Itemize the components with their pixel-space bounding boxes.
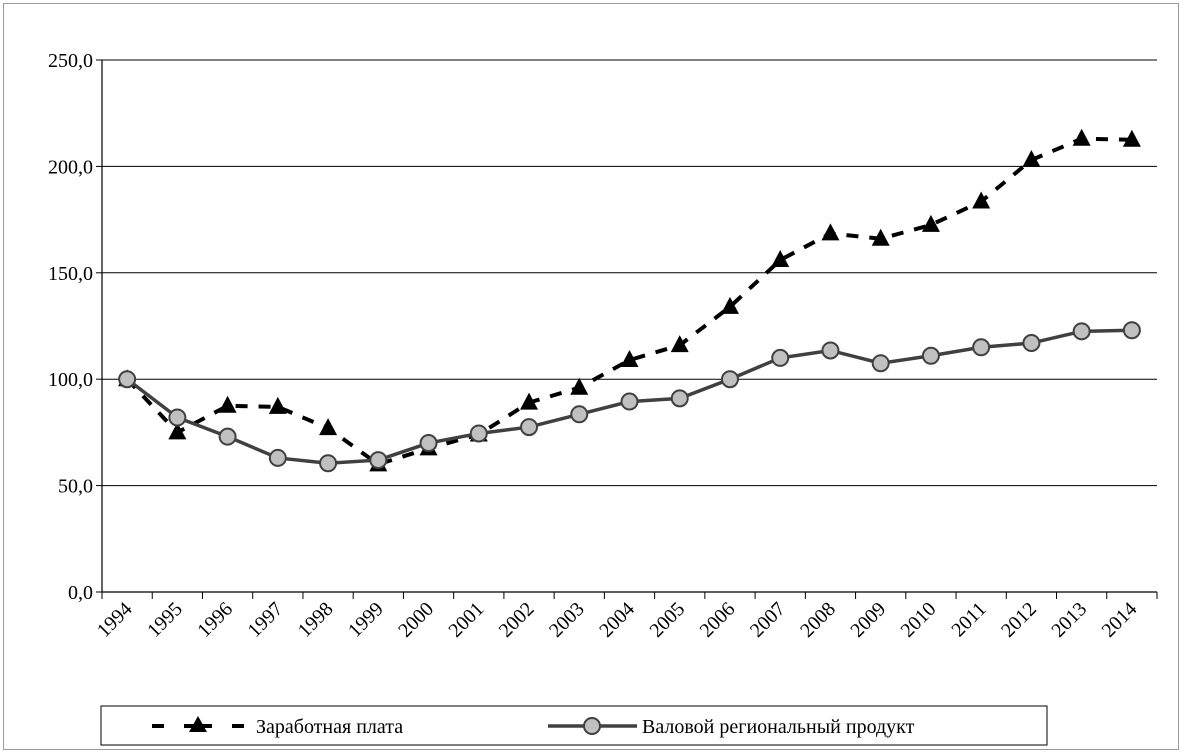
data-point-circle bbox=[821, 341, 840, 360]
x-tick-label: 1995 bbox=[143, 598, 187, 642]
legend-item-wages: Заработная плата bbox=[152, 716, 403, 738]
series-grp bbox=[118, 321, 1141, 473]
x-tick-label: 2000 bbox=[394, 598, 438, 642]
data-point-circle bbox=[1022, 334, 1041, 353]
series-wages bbox=[118, 128, 1141, 472]
y-tick-label: 200,0 bbox=[48, 156, 93, 178]
data-point-circle bbox=[670, 389, 689, 408]
x-tick-label: 2006 bbox=[696, 598, 740, 642]
x-tick-label: 2012 bbox=[997, 598, 1041, 642]
data-point-triangle bbox=[1022, 150, 1041, 168]
x-tick-label: 2008 bbox=[796, 598, 840, 642]
data-point-triangle bbox=[268, 396, 287, 414]
data-point-triangle bbox=[1072, 128, 1091, 146]
x-tick-label: 1996 bbox=[193, 598, 237, 642]
x-tick-label: 2009 bbox=[846, 598, 890, 642]
data-point-circle bbox=[921, 346, 940, 365]
x-tick-label: 2014 bbox=[1098, 598, 1142, 642]
y-tick-label: 150,0 bbox=[48, 263, 93, 285]
data-point-triangle bbox=[1122, 129, 1141, 147]
y-tick-label: 100,0 bbox=[48, 369, 93, 391]
data-point-circle bbox=[871, 354, 890, 373]
data-point-circle bbox=[1122, 321, 1141, 340]
data-point-triangle bbox=[520, 392, 539, 410]
data-point-triangle bbox=[871, 228, 890, 246]
x-tick-label: 2004 bbox=[595, 598, 639, 642]
x-tick-label: 2001 bbox=[444, 598, 488, 642]
legend-swatch-wages-triangle bbox=[189, 716, 207, 732]
gridlines bbox=[102, 59, 1157, 487]
data-point-circle bbox=[419, 434, 438, 453]
data-point-triangle bbox=[921, 214, 940, 232]
data-point-triangle bbox=[319, 418, 338, 436]
data-point-circle bbox=[1072, 322, 1091, 341]
data-point-triangle bbox=[218, 395, 237, 413]
data-point-circle bbox=[168, 408, 187, 427]
data-point-circle bbox=[771, 348, 790, 367]
x-tick-label: 2007 bbox=[746, 598, 790, 642]
data-point-circle bbox=[720, 370, 739, 389]
legend-swatch-grp-circle bbox=[583, 717, 601, 735]
x-tick-label: 2002 bbox=[495, 598, 539, 642]
data-point-triangle bbox=[670, 335, 689, 353]
series-group bbox=[118, 128, 1141, 473]
data-point-triangle bbox=[720, 296, 739, 314]
data-point-triangle bbox=[771, 250, 790, 268]
y-tick-label: 0,0 bbox=[68, 582, 93, 604]
data-point-triangle bbox=[168, 422, 187, 440]
legend-label-grp: Валовой региональный продукт bbox=[642, 716, 915, 738]
data-point-triangle bbox=[620, 350, 639, 368]
data-point-circle bbox=[218, 427, 237, 446]
data-point-circle bbox=[118, 370, 137, 389]
data-point-triangle bbox=[821, 223, 840, 241]
y-tick-label: 250,0 bbox=[48, 50, 93, 72]
data-point-circle bbox=[369, 451, 388, 470]
data-point-circle bbox=[319, 454, 338, 473]
data-point-circle bbox=[972, 338, 991, 357]
x-tick-label: 2010 bbox=[897, 598, 941, 642]
x-tick-label: 2011 bbox=[947, 598, 990, 641]
legend: Заработная плата Валовой региональный пр… bbox=[100, 705, 1048, 746]
chart-frame bbox=[3, 3, 1179, 750]
x-tick-label: 2005 bbox=[645, 598, 689, 642]
x-tick-label: 1999 bbox=[344, 598, 388, 642]
x-tick-label: 1998 bbox=[294, 598, 338, 642]
data-point-circle bbox=[620, 392, 639, 411]
data-point-circle bbox=[520, 418, 539, 437]
x-tick-label: 2013 bbox=[1047, 598, 1091, 642]
data-point-triangle bbox=[972, 191, 991, 209]
data-point-circle bbox=[469, 424, 488, 443]
legend-item-grp: Валовой региональный продукт bbox=[548, 716, 915, 738]
y-tick-label: 50,0 bbox=[58, 476, 93, 498]
data-point-triangle bbox=[570, 377, 589, 395]
series-line bbox=[125, 136, 1132, 467]
legend-label-wages: Заработная плата bbox=[256, 716, 403, 738]
data-point-circle bbox=[268, 448, 287, 467]
x-tick-label: 2003 bbox=[545, 598, 589, 642]
data-point-circle bbox=[570, 405, 589, 424]
x-tick-label: 1994 bbox=[93, 598, 137, 642]
x-tick-label: 1997 bbox=[244, 598, 288, 642]
